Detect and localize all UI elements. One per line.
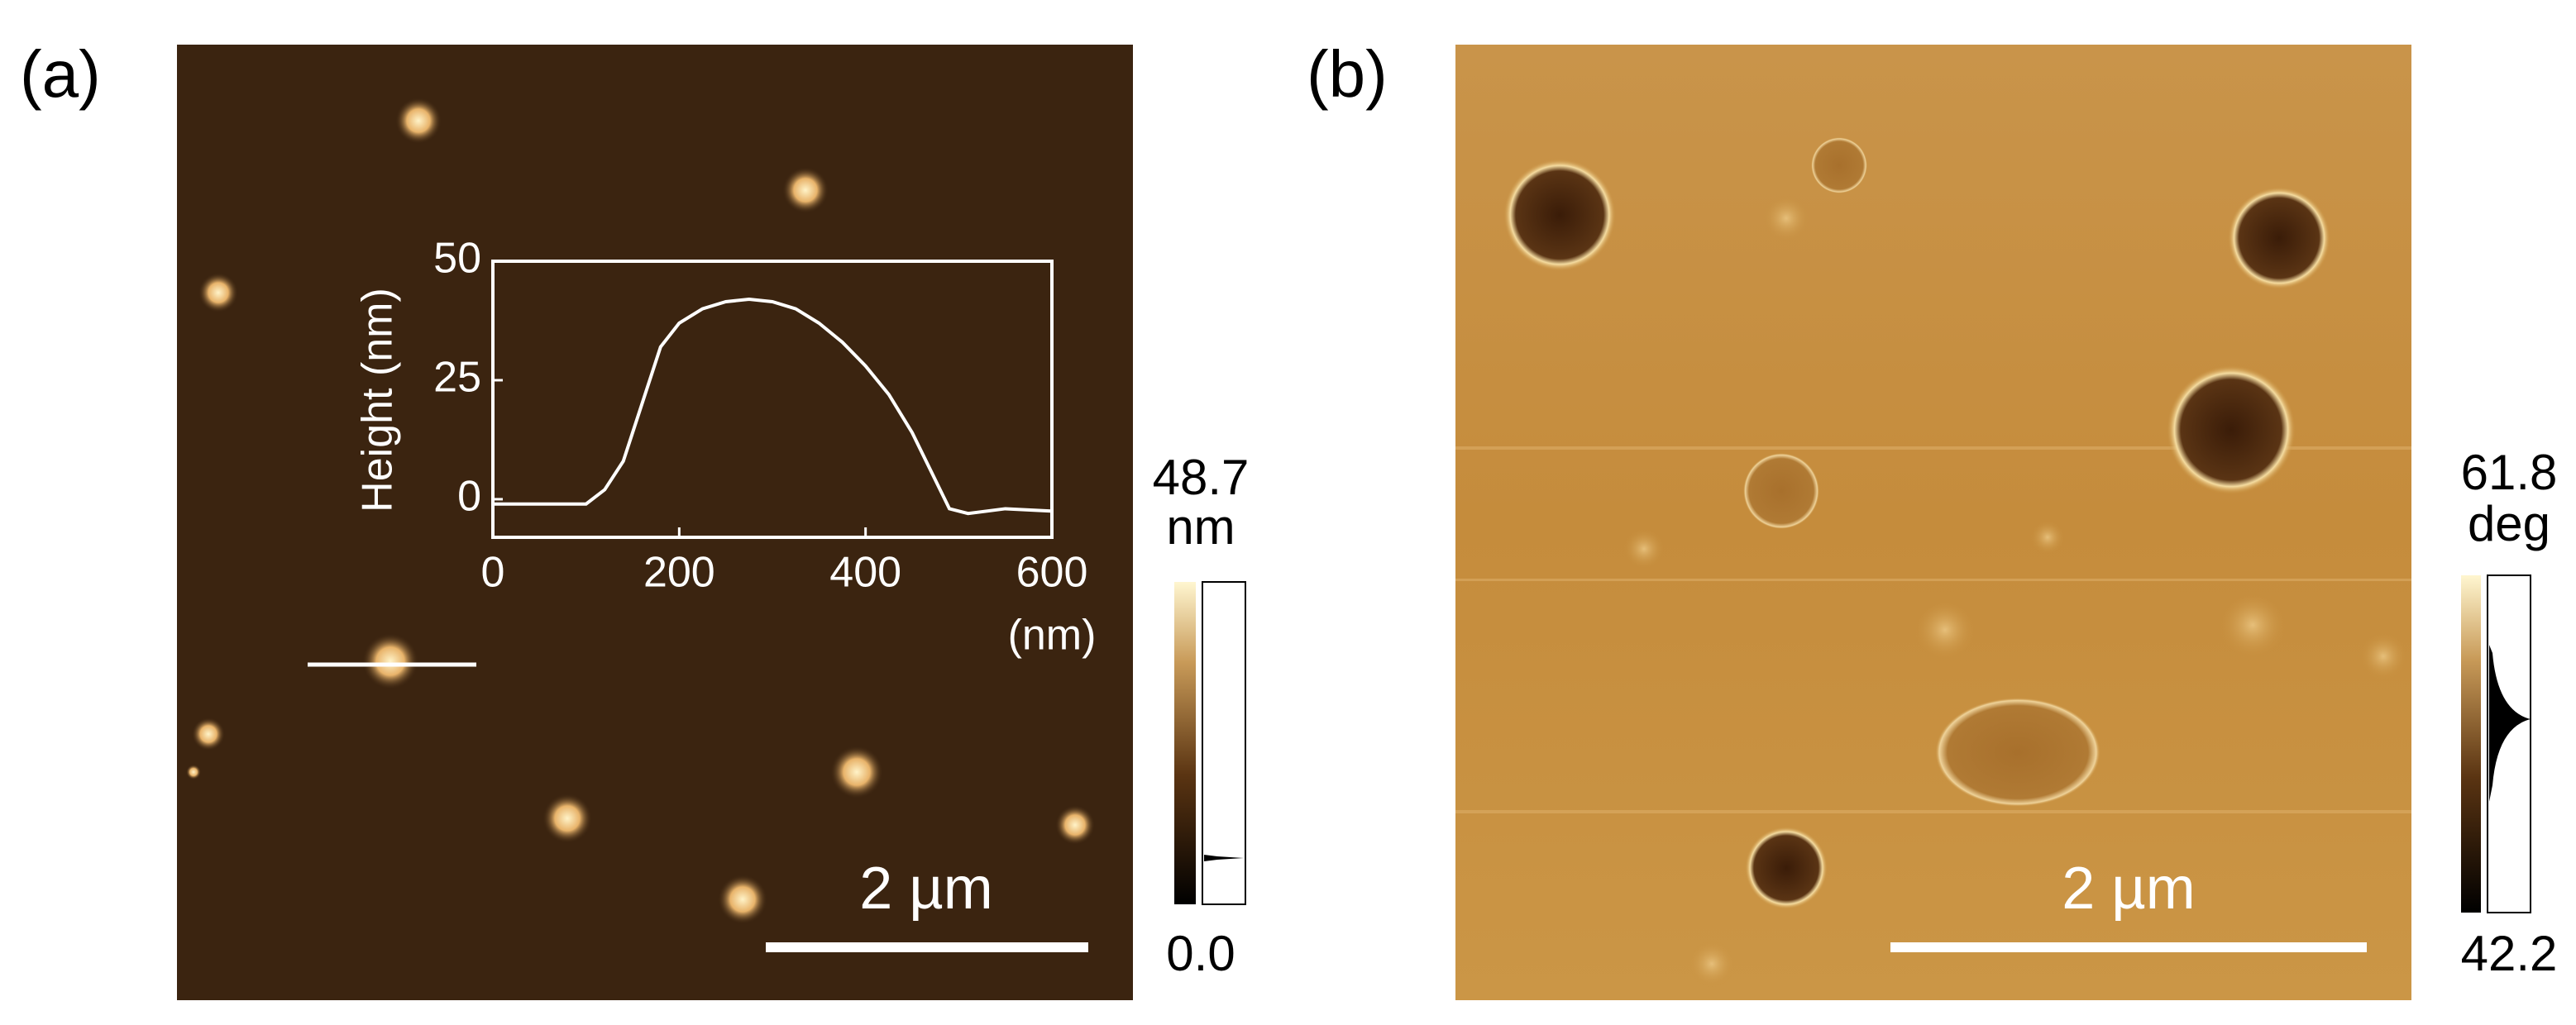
particles: [186, 98, 1095, 924]
scale-bar: [766, 942, 1088, 952]
colorbar: [1174, 582, 1196, 904]
x-tick-label: 400: [829, 549, 901, 597]
profile-line: [493, 298, 1053, 516]
histogram: [1204, 855, 1244, 861]
colorbar-unit: deg: [2468, 496, 2550, 551]
x-axis-label: (nm): [1008, 612, 1097, 660]
inset-frame: [491, 260, 1054, 539]
scale-bar-label: 2 µm: [2062, 856, 2196, 922]
x-tick-label: 200: [643, 549, 715, 597]
colorbar-max: 61.8: [2461, 445, 2558, 500]
y-tick-label: 25: [433, 354, 481, 402]
colorbar-min: 0.0: [1166, 926, 1235, 981]
colorbar-unit: nm: [1166, 499, 1235, 555]
colorbar-max: 48.7: [1153, 450, 1250, 505]
colorbar-min: 42.2: [2461, 926, 2558, 981]
x-tick-label: 0: [481, 549, 505, 597]
colorbar: [2461, 575, 2481, 913]
y-axis-label: Height (nm): [354, 288, 402, 512]
phase-features: [1455, 137, 2411, 987]
scale-bar: [1890, 942, 2367, 952]
panel-label: (b): [1307, 37, 1388, 111]
y-tick-label: 0: [457, 473, 481, 521]
histogram: [2489, 645, 2531, 802]
y-tick-label: 50: [433, 235, 481, 283]
x-tick-label: 600: [1016, 549, 1088, 597]
afm-height-image: [177, 45, 1133, 1000]
panel-label: (a): [20, 37, 101, 111]
scale-bar-label: 2 µm: [859, 856, 993, 922]
histogram-box: [1202, 581, 1246, 905]
